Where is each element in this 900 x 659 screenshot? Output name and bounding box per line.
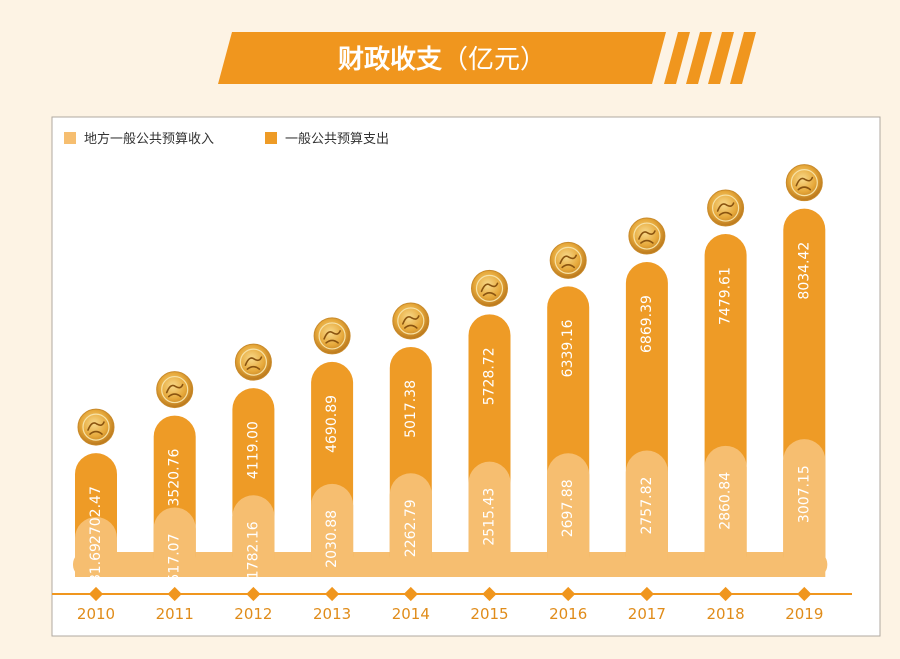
x-tick-marker bbox=[718, 586, 733, 602]
value-label-expenditure: 7479.61 bbox=[718, 267, 734, 325]
gold-coin-icon bbox=[471, 269, 508, 307]
x-tick-label: 2017 bbox=[628, 605, 666, 623]
bar-income-fill bbox=[389, 494, 432, 577]
value-label-expenditure: 2702.47 bbox=[88, 486, 104, 544]
value-label-income: 1782.16 bbox=[245, 521, 261, 579]
x-axis: 2010 2011 2012 2013 2014 2015 2016 2017 2018 2019 bbox=[52, 586, 852, 623]
gold-coin-icon bbox=[549, 241, 587, 279]
x-tick-marker bbox=[797, 586, 812, 602]
chart-unit: （亿元） bbox=[442, 45, 546, 75]
x-tick-marker bbox=[88, 586, 104, 602]
value-label-income: 2030.88 bbox=[324, 510, 340, 568]
bar-income-fill bbox=[75, 538, 117, 577]
x-tick-label: 2013 bbox=[313, 605, 351, 623]
x-tick-label: 2012 bbox=[234, 605, 272, 623]
value-label-expenditure: 6869.39 bbox=[639, 295, 655, 353]
x-tick-marker bbox=[482, 586, 497, 602]
title-stripe bbox=[686, 32, 712, 84]
x-tick-label: 2018 bbox=[707, 605, 745, 623]
x-tick-label: 2011 bbox=[156, 605, 194, 623]
x-tick-marker bbox=[325, 586, 340, 602]
bar-income-fill bbox=[311, 504, 354, 577]
chart-title-text: 财政收支 bbox=[338, 44, 442, 75]
x-tick-label: 2010 bbox=[77, 605, 115, 623]
value-label-expenditure: 4119.00 bbox=[245, 421, 261, 479]
x-tick-marker bbox=[639, 586, 654, 602]
x-tick-label: 2015 bbox=[470, 605, 508, 623]
gold-coin-icon bbox=[77, 408, 115, 446]
bar-income-fill bbox=[547, 474, 590, 577]
chart-title: 财政收支（亿元） bbox=[338, 44, 546, 75]
bar-income-fill bbox=[783, 460, 826, 577]
value-label-income: 2757.82 bbox=[639, 477, 655, 535]
x-tick-marker bbox=[167, 586, 182, 602]
x-tick-label: 2016 bbox=[549, 605, 587, 623]
legend-swatch-income bbox=[64, 132, 76, 144]
value-label-expenditure: 3520.76 bbox=[167, 449, 183, 507]
gold-coin-icon bbox=[785, 164, 823, 202]
value-label-income: 2262.79 bbox=[403, 499, 419, 557]
bar-income-fill bbox=[625, 471, 668, 577]
x-tick-label: 2014 bbox=[392, 605, 430, 623]
value-label-income: 1517.07 bbox=[167, 533, 183, 591]
title-banner-shape bbox=[218, 32, 666, 84]
x-tick-label: 2019 bbox=[785, 605, 823, 623]
legend-label-expenditure: 一般公共预算支出 bbox=[285, 131, 389, 147]
x-tick-marker bbox=[246, 586, 261, 602]
value-label-expenditure: 5017.38 bbox=[403, 380, 419, 438]
value-label-income: 2697.88 bbox=[560, 479, 576, 537]
bar-income-fill bbox=[704, 466, 747, 577]
value-label-income: 2860.84 bbox=[718, 472, 734, 530]
bar-income-fill bbox=[153, 528, 196, 577]
x-tick-marker bbox=[561, 586, 576, 602]
gold-coin-icon bbox=[707, 189, 745, 227]
bar-income-fill bbox=[468, 482, 511, 577]
gold-coin-icon bbox=[392, 302, 430, 340]
gold-coin-icon bbox=[313, 317, 351, 355]
legend-label-income: 地方一般公共预算收入 bbox=[84, 131, 214, 147]
gold-coin-icon bbox=[156, 371, 194, 409]
legend-swatch-expenditure bbox=[265, 132, 277, 144]
title-stripe bbox=[664, 32, 690, 84]
x-tick-marker bbox=[403, 586, 418, 602]
value-label-income: 1081.69 bbox=[88, 543, 104, 601]
value-label-expenditure: 5728.72 bbox=[482, 347, 498, 405]
bar-income-fill bbox=[232, 516, 275, 577]
title-stripe bbox=[708, 32, 734, 84]
legend: 地方一般公共预算收入 一般公共预算支出 bbox=[64, 131, 389, 147]
value-label-expenditure: 6339.16 bbox=[560, 319, 576, 377]
value-label-expenditure: 8034.42 bbox=[796, 242, 812, 300]
title-banner: 财政收支（亿元） bbox=[218, 32, 756, 84]
value-label-income: 3007.15 bbox=[796, 465, 812, 523]
gold-coin-icon bbox=[628, 217, 666, 255]
gold-coin-icon bbox=[234, 343, 272, 381]
value-label-expenditure: 4690.89 bbox=[324, 395, 340, 453]
value-label-income: 2515.43 bbox=[482, 488, 498, 546]
title-stripe bbox=[730, 32, 756, 84]
